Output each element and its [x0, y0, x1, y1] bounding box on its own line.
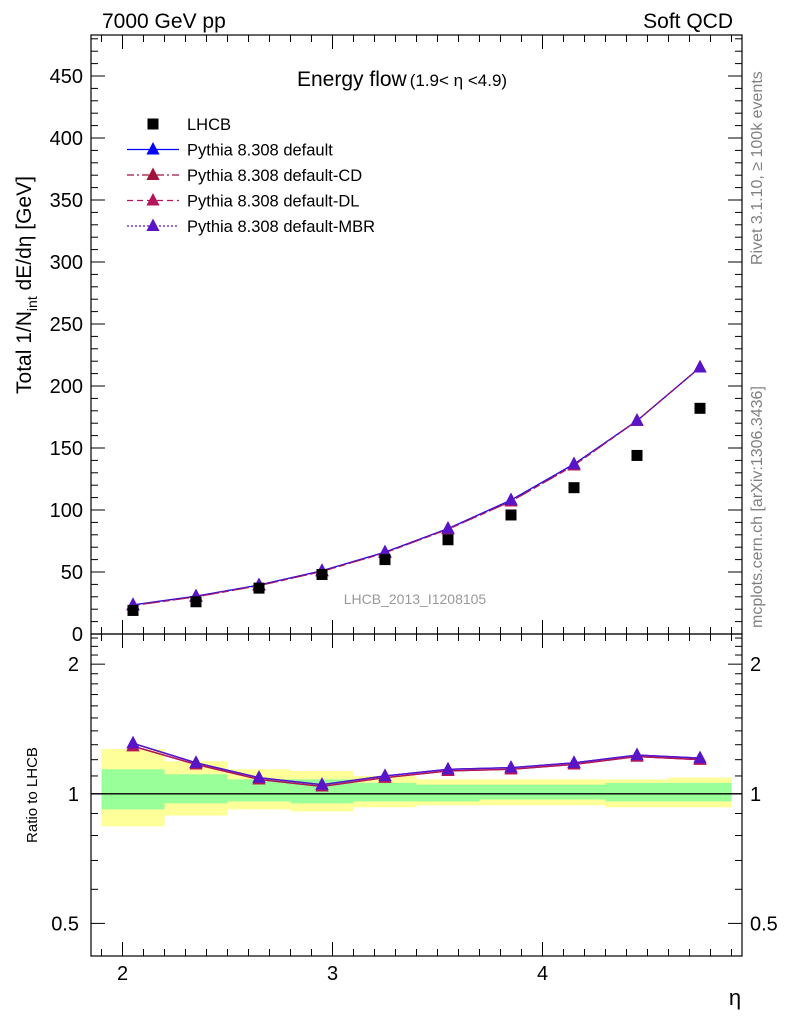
x-tick-label: 2	[117, 963, 128, 985]
lhcb-data-point	[442, 534, 454, 546]
main-series-line	[132, 366, 701, 606]
mcplots-side-label: mcplots.cern.ch [arXiv:1306.3436]	[749, 386, 766, 628]
header-left-label: 7000 GeV pp	[102, 10, 226, 33]
main-axis-ticks: 0 50 100 150 200 250 300 350 400 450	[50, 35, 742, 646]
main-y-tick-label: 250	[50, 314, 83, 336]
ratio-plot-frame	[90, 633, 743, 957]
ratio-band-green	[479, 784, 543, 800]
legend-marker-lhcb	[147, 118, 159, 130]
legend-marker-pythia	[146, 167, 160, 181]
lhcb-data-point	[127, 604, 139, 616]
main-y-tick-label: 350	[50, 190, 83, 212]
main-y-tick-label: 150	[50, 438, 83, 460]
ratio-data-point	[630, 747, 644, 761]
lhcb-data-point	[631, 449, 643, 461]
ratio-band-green	[101, 769, 165, 810]
main-y-tick-label: 50	[61, 562, 83, 584]
main-y-tick-label: 0	[72, 624, 83, 646]
ratio-y-tick-label: 0.5	[51, 913, 79, 935]
pythia-data-point	[378, 544, 392, 558]
rivet-side-label: Rivet 3.1.10, ≥ 100k events	[749, 71, 766, 265]
plot-title-main: Energy flow	[297, 68, 408, 91]
legend-label: Pythia 8.308 default-CD	[187, 167, 362, 185]
legend-marker-pythia	[146, 193, 160, 206]
x-tick-label: 3	[327, 963, 338, 985]
ratio-data-point	[693, 750, 707, 764]
ratio-band-green	[164, 774, 228, 804]
pythia-data-point	[693, 359, 707, 373]
ratio-band-green	[668, 782, 732, 802]
ratio-data-point	[378, 768, 392, 781]
ratio-series-line	[132, 742, 701, 786]
main-series-line	[132, 366, 701, 607]
legend-label: Pythia 8.308 default-DL	[187, 193, 359, 211]
lhcb-data-point	[379, 554, 391, 566]
ratio-data-point	[315, 777, 329, 790]
lhcb-data-point	[316, 568, 328, 580]
ratio-axis-ticks: 0.5 0.5 1 1 2 2 2 3 4	[51, 634, 778, 985]
main-series-line	[132, 366, 701, 606]
ratio-y-tick-label: 2	[68, 654, 79, 676]
main-y-tick-label: 450	[50, 66, 83, 88]
y-label-prefix: Total 1/N	[13, 311, 36, 394]
pythia-data-point	[630, 413, 644, 426]
main-y-tick-label: 300	[50, 252, 83, 274]
analysis-label: LHCB_2013_I1208105	[344, 591, 487, 607]
pythia-data-point	[567, 456, 581, 470]
main-y-tick-label: 200	[50, 376, 83, 398]
ratio-band-green	[416, 784, 480, 802]
legend-label: Pythia 8.308 default	[187, 142, 333, 160]
ratio-y-tick-label-right: 2	[750, 654, 761, 676]
plot-title-range: (1.9< η <4.9)	[410, 71, 507, 90]
lhcb-data-point	[190, 596, 202, 608]
ratio-y-tick-label-right: 1	[750, 784, 761, 806]
plot-title: Energy flow (1.9< η <4.9)	[297, 68, 507, 91]
main-y-axis-label: Total 1/Nint dE/dη [GeV]	[13, 176, 40, 394]
ratio-data-point	[252, 770, 266, 783]
ratio-data-point	[504, 760, 518, 773]
header-right-label: Soft QCD	[643, 10, 733, 33]
lhcb-data-point	[568, 482, 580, 494]
ratio-band-green	[227, 779, 291, 802]
ratio-series-line	[132, 745, 701, 788]
legend-label: Pythia 8.308 default-MBR	[187, 218, 375, 236]
legend-marker-pythia	[146, 218, 160, 232]
main-y-tick-label: 400	[50, 128, 83, 150]
main-series-line	[132, 366, 701, 607]
x-tick-label: 4	[537, 963, 548, 985]
pythia-data-point	[504, 492, 518, 506]
legend-marker-pythia	[146, 142, 160, 155]
lhcb-data-point	[694, 402, 706, 414]
lhcb-data-point	[505, 509, 517, 521]
y-label-suffix: dE/dη [GeV]	[13, 176, 36, 296]
ratio-data-point	[441, 761, 455, 775]
ratio-data-point	[567, 755, 581, 768]
ratio-y-tick-label: 1	[68, 784, 79, 806]
ratio-y-tick-label-right: 0.5	[750, 913, 778, 935]
y-label-subscript: int	[24, 296, 40, 311]
legend: LHCB Pythia 8.308 default Pythia 8.308 def…	[127, 116, 375, 236]
main-y-tick-label: 100	[50, 500, 83, 522]
legend-label: LHCB	[187, 116, 231, 134]
ratio-band-green	[605, 782, 669, 802]
ratio-data-point	[126, 735, 140, 749]
ratio-band-green	[353, 782, 417, 802]
x-axis-label: η	[729, 985, 741, 1010]
ratio-data-point	[189, 755, 203, 768]
main-data-series	[126, 359, 707, 616]
pythia-data-point	[441, 521, 455, 534]
lhcb-data-point	[253, 582, 265, 594]
ratio-data-series	[126, 735, 707, 792]
ratio-y-axis-label: Ratio to LHCB	[24, 747, 41, 843]
ratio-band-green	[542, 784, 606, 800]
